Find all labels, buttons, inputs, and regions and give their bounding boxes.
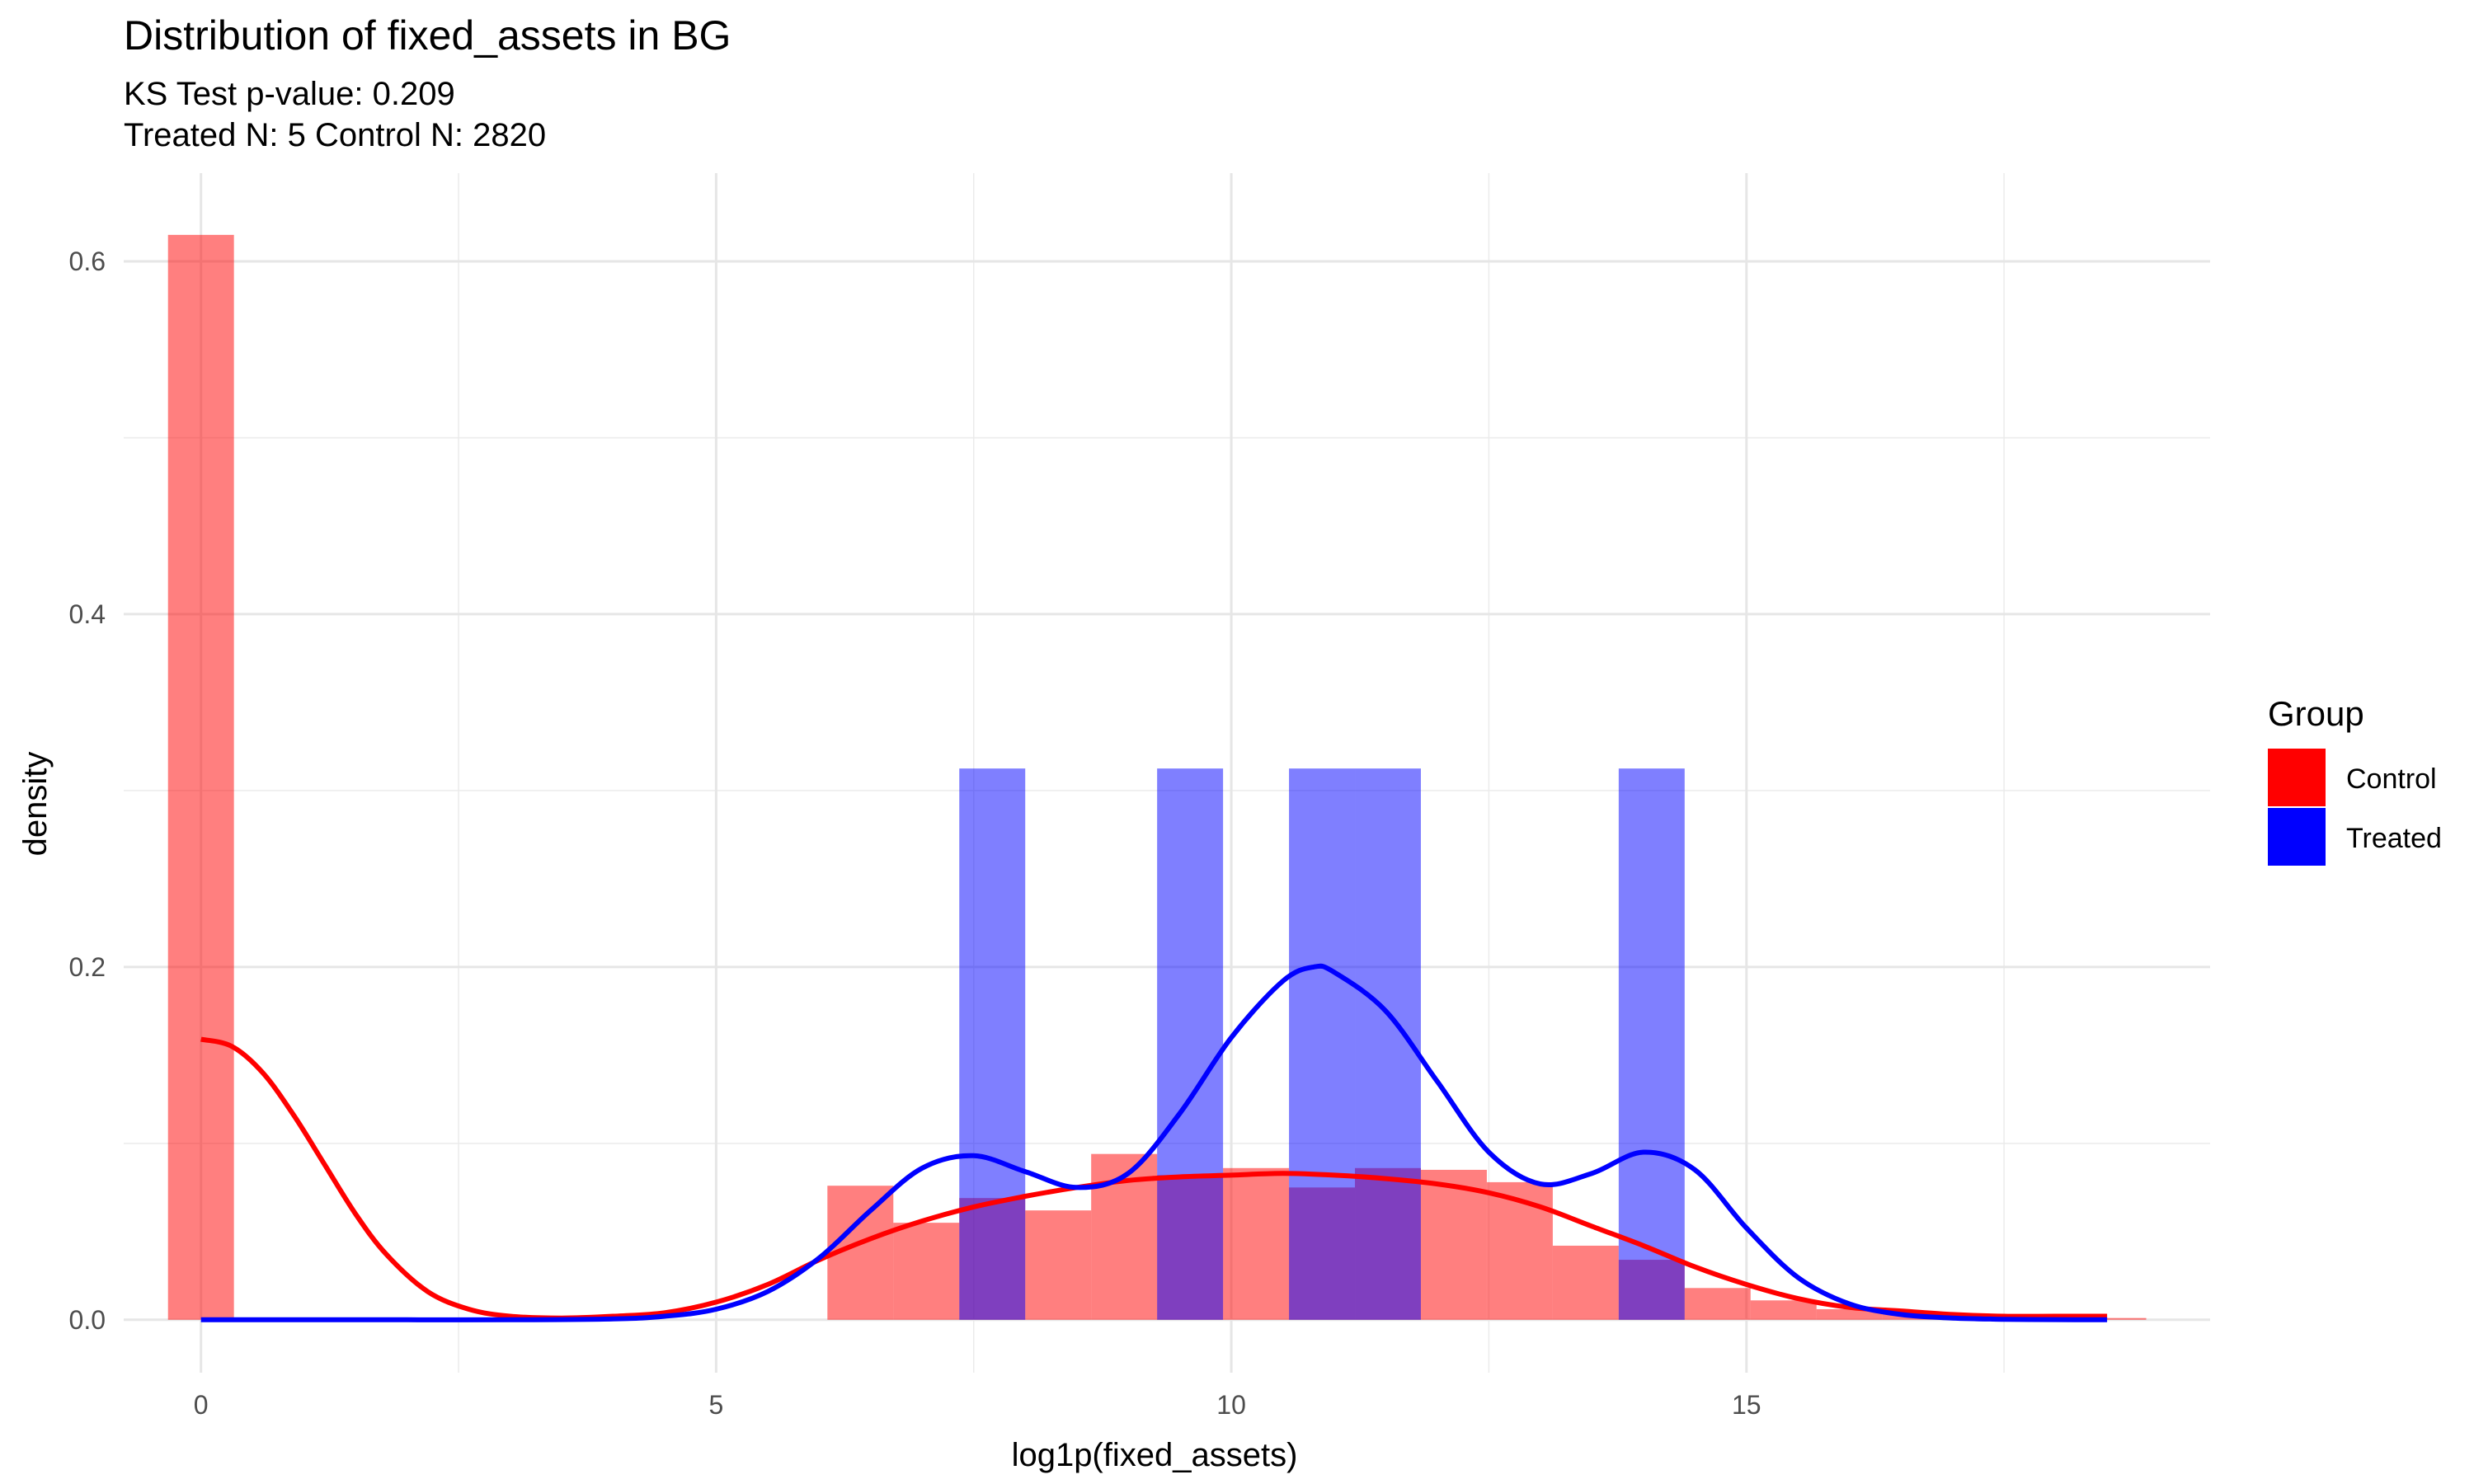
x-tick-label: 15	[1732, 1390, 1761, 1420]
y-tick-label: 0.6	[69, 247, 106, 276]
chart-title: Distribution of fixed_assets in BG	[124, 12, 731, 59]
x-axis-ticks: 0 5 10 15	[194, 1390, 1761, 1420]
histogram-bars	[167, 234, 2147, 1320]
x-tick-label: 5	[708, 1390, 723, 1420]
x-tick-label: 0	[194, 1390, 209, 1420]
histogram-bar-control	[1223, 1167, 1290, 1320]
x-axis-title: log1p(fixed_assets)	[1012, 1437, 1298, 1473]
histogram-bar-control	[1750, 1300, 1817, 1320]
y-tick-label: 0.2	[69, 952, 106, 982]
y-axis-title: density	[17, 752, 54, 857]
y-axis-ticks: 0.0 0.2 0.4 0.6	[69, 247, 106, 1335]
y-tick-label: 0.0	[69, 1305, 106, 1335]
histogram-bar-control	[167, 234, 234, 1320]
density-curves	[200, 963, 2108, 1322]
histogram-bar-control	[1684, 1288, 1751, 1320]
histogram-bar-control	[1816, 1308, 1883, 1320]
legend-key-control	[2268, 749, 2326, 806]
histogram-bar-treated	[1618, 768, 1685, 1320]
histogram-bar-control	[2080, 1317, 2147, 1320]
y-tick-label: 0.4	[69, 599, 106, 629]
density-curve-treated	[200, 963, 2108, 1322]
legend-label-treated: Treated	[2346, 823, 2442, 854]
legend-key-treated	[2268, 808, 2326, 866]
legend-title: Group	[2268, 694, 2364, 733]
histogram-bar-control	[1420, 1169, 1487, 1320]
x-tick-label: 10	[1216, 1390, 1246, 1420]
histogram-bar-treated	[959, 768, 1026, 1320]
histogram-bar-treated	[1157, 768, 1224, 1320]
chart-subtitle-line-1: KS Test p-value: 0.209	[124, 76, 455, 112]
chart-subtitle-line-2: Treated N: 5 Control N: 2820	[124, 117, 547, 153]
histogram-bar-treated	[1289, 768, 1356, 1320]
legend: Group Control Treated	[2268, 694, 2442, 866]
histogram-bar-control	[1025, 1210, 1092, 1320]
histogram-bar-control	[893, 1223, 960, 1320]
legend-label-control: Control	[2346, 763, 2437, 795]
histogram-bar-control	[1552, 1245, 1619, 1320]
